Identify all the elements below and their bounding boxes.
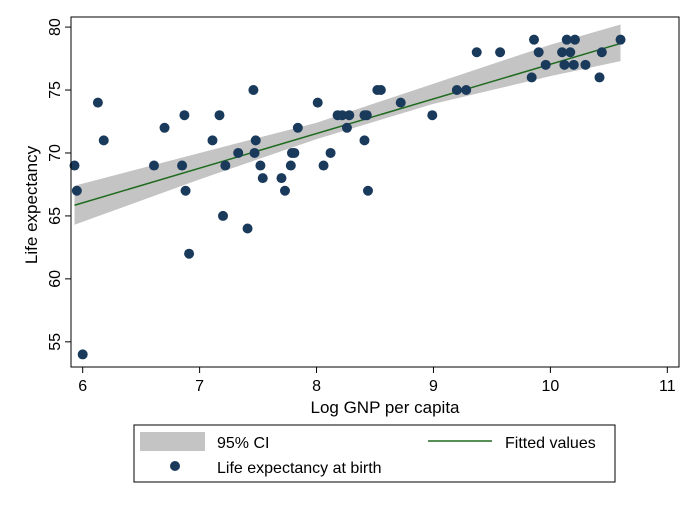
data-point	[149, 160, 160, 171]
data-point	[285, 160, 296, 171]
legend-frame	[133, 424, 616, 483]
data-point	[580, 59, 591, 70]
data-point	[568, 59, 579, 70]
plot-area-frame	[70, 16, 680, 368]
data-point	[559, 59, 570, 70]
data-point	[279, 185, 290, 196]
data-point	[276, 173, 287, 184]
data-point	[77, 349, 88, 360]
y-axis-title: Life expectancy	[22, 145, 41, 264]
data-point	[214, 110, 225, 121]
data-point	[159, 122, 170, 133]
data-point	[312, 97, 323, 108]
data-point	[179, 110, 190, 121]
data-point	[529, 34, 540, 45]
x-tick-label: 10	[541, 378, 559, 395]
data-point	[71, 185, 82, 196]
data-point	[533, 47, 544, 58]
data-point	[395, 97, 406, 108]
data-point	[569, 34, 580, 45]
data-point	[565, 47, 576, 58]
x-tick-label: 11	[659, 378, 676, 395]
y-tick-label: 55	[47, 333, 64, 351]
data-points-layer	[69, 34, 626, 360]
data-point	[218, 210, 228, 221]
data-point	[615, 34, 626, 45]
data-point	[289, 147, 300, 158]
data-point	[526, 72, 537, 83]
data-point	[495, 47, 506, 58]
data-point	[242, 223, 253, 234]
data-point	[451, 85, 462, 96]
data-point	[292, 122, 303, 133]
data-point	[233, 147, 244, 158]
legend-ci-label: 95% CI	[217, 435, 269, 452]
data-point	[375, 85, 386, 96]
data-point	[318, 160, 329, 171]
data-point	[596, 47, 607, 58]
x-axis-title: Log GNP per capita	[311, 398, 461, 417]
data-point	[359, 135, 370, 146]
data-point	[361, 110, 372, 121]
data-point	[325, 147, 336, 158]
data-point	[180, 185, 191, 196]
x-tick-label: 7	[195, 378, 204, 395]
x-tick-label: 9	[429, 378, 438, 395]
data-point	[257, 173, 268, 184]
legend-ci-swatch	[140, 432, 205, 451]
data-point	[341, 122, 352, 133]
x-tick-label: 6	[78, 378, 87, 395]
data-point	[337, 110, 348, 121]
data-point	[427, 110, 438, 121]
y-tick-label: 60	[47, 270, 64, 288]
data-point	[248, 85, 259, 96]
data-point	[250, 135, 261, 146]
legend: 95% CI Fitted values Life expectancy at …	[133, 424, 616, 483]
y-tick-label: 70	[47, 144, 64, 162]
legend-fitted-label: Fitted values	[505, 435, 596, 452]
data-point	[184, 248, 195, 259]
data-point	[561, 34, 572, 45]
data-point	[207, 135, 218, 146]
data-point	[540, 59, 551, 70]
x-axis: 6 7 8 9 10 11	[78, 367, 676, 395]
data-point	[594, 72, 605, 83]
y-axis: 55 60 65 70 75 80	[47, 18, 71, 351]
legend-points-label: Life expectancy at birth	[217, 460, 382, 477]
x-tick-label: 8	[312, 378, 321, 395]
data-point	[362, 185, 373, 196]
data-point	[461, 85, 472, 96]
data-point	[69, 160, 80, 171]
data-point	[92, 97, 103, 108]
data-point	[557, 47, 568, 58]
data-point	[220, 160, 231, 171]
y-tick-label: 65	[47, 207, 64, 225]
data-point	[344, 110, 355, 121]
y-tick-label: 80	[47, 18, 64, 36]
data-point	[177, 160, 188, 171]
data-point	[471, 47, 482, 58]
legend-points-swatch	[170, 461, 180, 471]
y-tick-label: 75	[47, 81, 64, 99]
data-point	[249, 147, 260, 158]
data-point	[98, 135, 109, 146]
data-point	[255, 160, 266, 171]
